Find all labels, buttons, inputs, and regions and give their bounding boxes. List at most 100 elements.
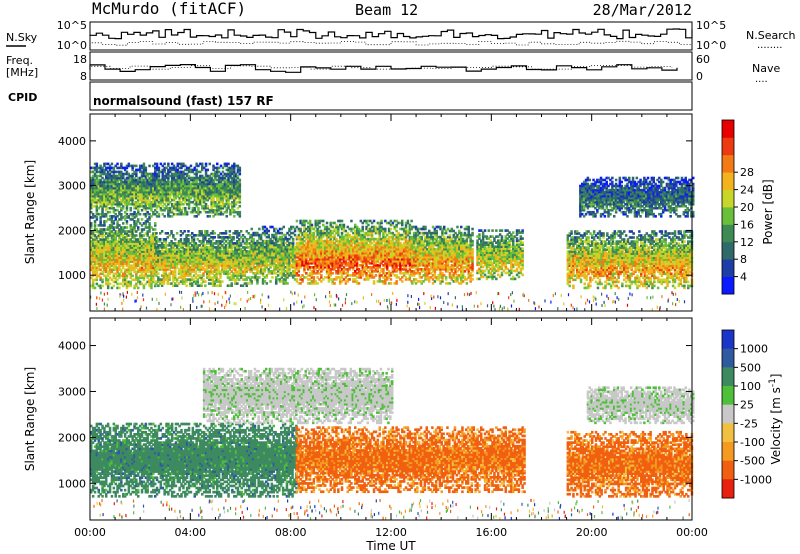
heatmap-cell — [170, 272, 173, 275]
heatmap-cell — [207, 262, 211, 265]
heatmap-cell — [342, 260, 346, 263]
heatmap-cell — [342, 278, 346, 281]
heatmap-cell — [238, 264, 241, 267]
heatmap-cell — [422, 270, 425, 273]
heatmap-cell — [278, 247, 282, 251]
heatmap-cell — [118, 248, 121, 251]
heatmap-cell — [333, 257, 336, 261]
heatmap-cell — [228, 252, 232, 255]
heatmap-cell — [140, 282, 144, 286]
heatmap-cell — [105, 260, 108, 264]
heatmap-cell — [148, 236, 151, 239]
heatmap-cell — [424, 251, 427, 255]
heatmap-cell — [444, 243, 448, 247]
heatmap-cell — [276, 264, 280, 267]
heatmap-cell — [363, 243, 366, 247]
heatmap-cell — [116, 270, 119, 274]
heatmap-cell — [110, 234, 114, 237]
heatmap-cell — [310, 270, 314, 273]
heatmap-cell — [101, 256, 104, 260]
heatmap-cell — [217, 236, 220, 239]
heatmap-cell — [402, 241, 406, 245]
heatmap-cell — [275, 231, 278, 235]
heatmap-cell — [146, 242, 149, 245]
heatmap-cell — [422, 262, 425, 265]
heatmap-cell — [284, 260, 287, 263]
heatmap-cell — [236, 242, 239, 245]
heatmap-cell — [93, 242, 97, 245]
heatmap-cell — [369, 237, 372, 241]
heatmap-cell — [376, 247, 380, 251]
heatmap-cell — [106, 284, 110, 288]
heatmap-cell — [250, 235, 253, 239]
heatmap-cell — [339, 219, 342, 223]
heatmap-cell — [177, 282, 181, 285]
heatmap-cell — [135, 246, 138, 249]
heatmap-cell — [399, 264, 402, 267]
heatmap-cell — [337, 219, 340, 223]
heatmap-cell — [122, 262, 125, 266]
heatmap-cell — [337, 253, 340, 257]
heatmap-cell — [275, 239, 278, 243]
heatmap-cell — [166, 248, 169, 251]
heatmap-cell — [297, 268, 301, 271]
heatmap-cell — [365, 239, 368, 243]
heatmap-cell — [99, 256, 102, 260]
heatmap-cell — [344, 253, 348, 257]
heatmap-cell — [299, 243, 302, 247]
heatmap-cell — [191, 266, 194, 269]
heatmap-cell — [192, 266, 196, 269]
heatmap-cell — [346, 253, 349, 257]
heatmap-cell — [323, 255, 327, 259]
heatmap-cell — [348, 253, 351, 257]
heatmap-cell — [252, 241, 255, 245]
heatmap-cell — [267, 247, 270, 251]
heatmap-cell — [286, 268, 289, 271]
heatmap-cell — [293, 274, 297, 277]
heatmap-cell — [384, 276, 387, 279]
heatmap-cell — [148, 274, 151, 278]
heatmap-cell — [337, 249, 340, 253]
heatmap-cell — [273, 255, 276, 259]
heatmap-cell — [352, 272, 355, 275]
heatmap-cell — [258, 272, 261, 275]
heatmap-cell — [263, 231, 267, 235]
heatmap-cell — [346, 249, 349, 253]
heatmap-cell — [206, 274, 209, 277]
heatmap-cell — [142, 256, 146, 260]
heatmap-cell — [215, 260, 218, 263]
heatmap-cell — [170, 254, 173, 257]
heatmap-cell — [192, 244, 196, 247]
heatmap-cell — [288, 268, 291, 271]
heatmap-cell — [241, 266, 245, 269]
heatmap-cell — [263, 233, 267, 237]
heatmap-cell — [280, 247, 284, 251]
heatmap-cell — [174, 262, 177, 265]
heatmap-cell — [222, 238, 226, 241]
heatmap-cell — [420, 247, 423, 251]
heatmap-cell — [155, 282, 158, 285]
heatmap-cell — [393, 249, 396, 253]
heatmap-cell — [123, 226, 127, 229]
heatmap-cell — [273, 249, 276, 253]
heatmap-cell — [384, 264, 387, 267]
heatmap-cell — [365, 231, 368, 235]
heatmap-cell — [450, 260, 454, 263]
heatmap-cell — [101, 260, 104, 264]
heatmap-cell — [162, 264, 166, 267]
heatmap-cell — [348, 257, 351, 261]
heatmap-cell — [297, 243, 301, 247]
heatmap-cell — [118, 286, 121, 290]
heatmap-cell — [348, 243, 351, 247]
heatmap-cell — [131, 252, 134, 255]
heatmap-cell — [429, 231, 433, 235]
heatmap-cell — [189, 246, 192, 249]
heatmap-cell — [439, 257, 442, 261]
heatmap-cell — [418, 251, 422, 255]
heatmap-cell — [327, 262, 331, 265]
heatmap-cell — [142, 274, 146, 278]
heatmap-cell — [471, 274, 474, 277]
heatmap-cell — [146, 252, 149, 255]
heatmap-cell — [346, 225, 349, 229]
heatmap-cell — [310, 247, 314, 251]
